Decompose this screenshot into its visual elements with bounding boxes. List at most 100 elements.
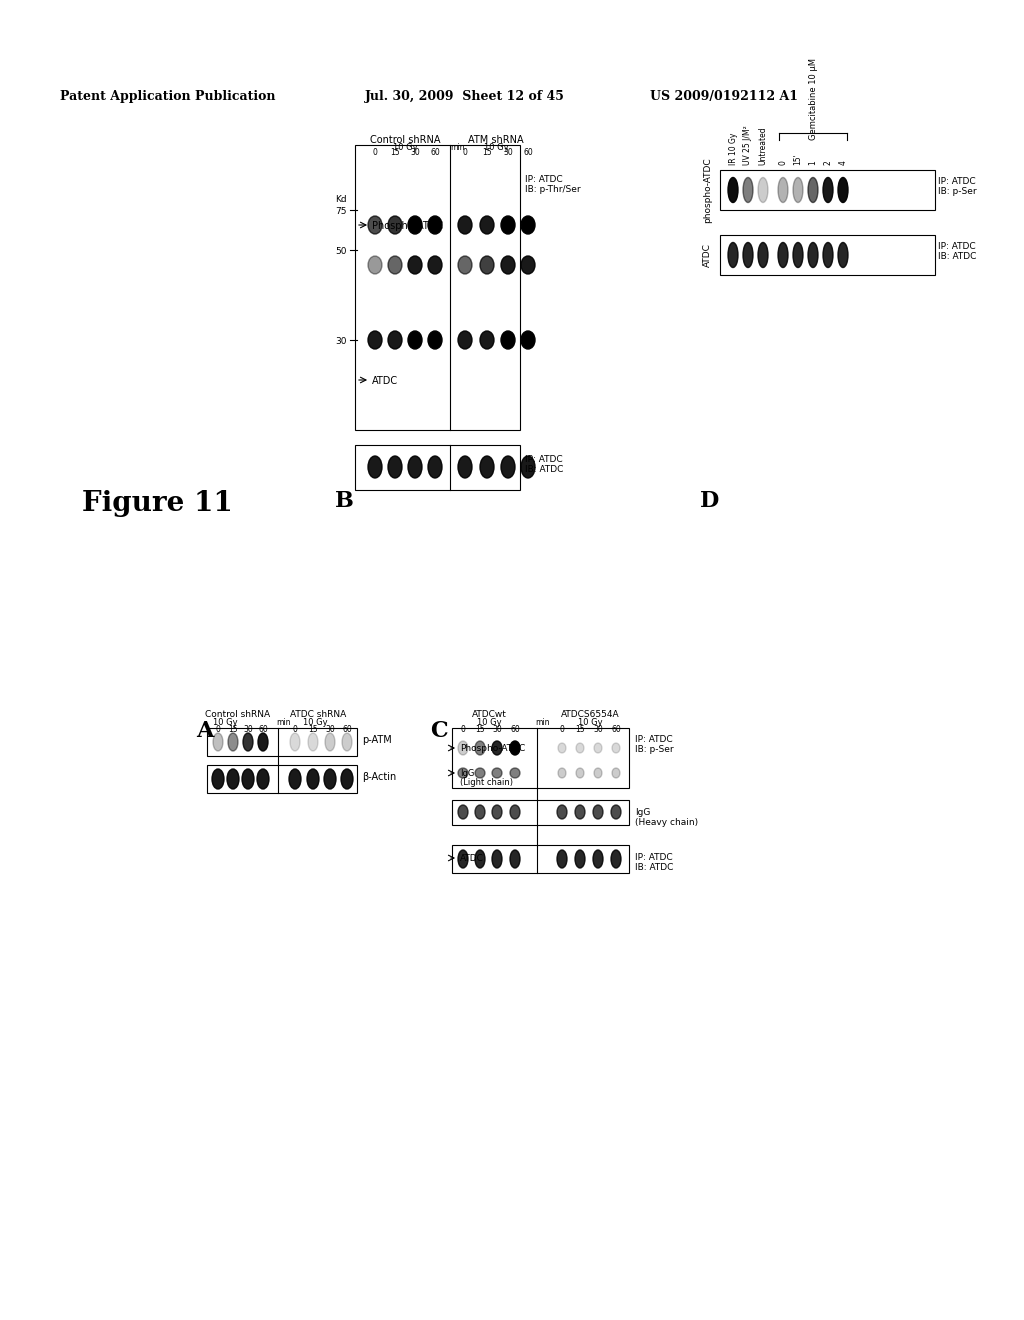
- Text: 0: 0: [216, 725, 220, 734]
- Bar: [452, 729, 629, 788]
- Ellipse shape: [475, 850, 485, 869]
- Ellipse shape: [521, 455, 535, 478]
- Text: 0: 0: [373, 148, 378, 157]
- Ellipse shape: [480, 455, 494, 478]
- Ellipse shape: [458, 331, 472, 348]
- Ellipse shape: [408, 455, 422, 478]
- Ellipse shape: [838, 177, 848, 202]
- Text: C: C: [430, 719, 447, 742]
- Text: Phospho-ATDC: Phospho-ATDC: [372, 220, 443, 231]
- Ellipse shape: [243, 733, 253, 751]
- Ellipse shape: [793, 177, 803, 202]
- Text: IR 10 Gy: IR 10 Gy: [728, 132, 737, 165]
- Bar: [720, 170, 935, 210]
- Ellipse shape: [458, 805, 468, 818]
- Ellipse shape: [428, 216, 442, 234]
- Ellipse shape: [743, 177, 753, 202]
- Text: (Heavy chain): (Heavy chain): [635, 818, 698, 828]
- Ellipse shape: [458, 256, 472, 275]
- Ellipse shape: [290, 733, 300, 751]
- Ellipse shape: [575, 743, 584, 752]
- Text: (Light chain): (Light chain): [460, 777, 513, 787]
- Ellipse shape: [388, 256, 402, 275]
- Ellipse shape: [408, 331, 422, 348]
- Ellipse shape: [458, 455, 472, 478]
- Text: 10 Gy: 10 Gy: [392, 143, 418, 152]
- Ellipse shape: [593, 850, 603, 869]
- Text: ATDCS6554A: ATDCS6554A: [561, 710, 620, 719]
- Text: IP: ATDC: IP: ATDC: [525, 176, 562, 183]
- Ellipse shape: [521, 216, 535, 234]
- Ellipse shape: [510, 805, 520, 818]
- Ellipse shape: [575, 805, 585, 818]
- Bar: [207, 729, 357, 756]
- Ellipse shape: [521, 256, 535, 275]
- Ellipse shape: [593, 805, 603, 818]
- Ellipse shape: [521, 331, 535, 348]
- Ellipse shape: [594, 768, 602, 777]
- Ellipse shape: [575, 768, 584, 777]
- Ellipse shape: [501, 455, 515, 478]
- Text: 60: 60: [258, 725, 268, 734]
- Text: A: A: [196, 719, 213, 742]
- Bar: [207, 766, 357, 793]
- Text: Patent Application Publication: Patent Application Publication: [60, 90, 275, 103]
- Ellipse shape: [308, 733, 318, 751]
- Ellipse shape: [480, 256, 494, 275]
- Ellipse shape: [728, 177, 738, 202]
- Ellipse shape: [289, 770, 301, 789]
- Text: p-ATM: p-ATM: [362, 735, 392, 744]
- Text: min: min: [276, 718, 291, 727]
- Bar: [355, 145, 520, 430]
- Text: D: D: [700, 490, 719, 512]
- Text: 15: 15: [475, 725, 484, 734]
- Ellipse shape: [492, 805, 502, 818]
- Ellipse shape: [408, 256, 422, 275]
- Bar: [355, 445, 520, 490]
- Ellipse shape: [388, 455, 402, 478]
- Ellipse shape: [612, 768, 620, 777]
- Text: Gemcitabine 10 μM: Gemcitabine 10 μM: [809, 58, 817, 140]
- Text: IB: p-Ser: IB: p-Ser: [938, 187, 977, 195]
- Text: IB: ATDC: IB: ATDC: [635, 863, 674, 873]
- Ellipse shape: [808, 177, 818, 202]
- Ellipse shape: [227, 770, 239, 789]
- Ellipse shape: [458, 850, 468, 869]
- Text: 50: 50: [335, 247, 346, 256]
- Text: ATM shRNA: ATM shRNA: [468, 135, 524, 145]
- Ellipse shape: [778, 177, 788, 202]
- Text: 15: 15: [308, 725, 317, 734]
- Text: 10 Gy: 10 Gy: [213, 718, 238, 727]
- Ellipse shape: [368, 455, 382, 478]
- Text: ATDC: ATDC: [703, 243, 712, 267]
- Ellipse shape: [307, 770, 319, 789]
- Text: 30: 30: [593, 725, 603, 734]
- Text: 15: 15: [390, 148, 399, 157]
- Text: min: min: [535, 718, 550, 727]
- Text: 30: 30: [243, 725, 253, 734]
- Ellipse shape: [258, 733, 268, 751]
- Text: 75: 75: [335, 207, 346, 216]
- Text: 0: 0: [293, 725, 297, 734]
- Text: 10 Gy: 10 Gy: [483, 143, 508, 152]
- Text: IgG: IgG: [460, 770, 474, 777]
- Ellipse shape: [808, 243, 818, 268]
- Ellipse shape: [458, 768, 468, 777]
- Ellipse shape: [558, 743, 566, 752]
- Ellipse shape: [492, 741, 502, 755]
- Ellipse shape: [212, 770, 224, 789]
- Text: IP: ATDC: IP: ATDC: [938, 242, 976, 251]
- Ellipse shape: [428, 455, 442, 478]
- Ellipse shape: [458, 741, 468, 755]
- Ellipse shape: [368, 331, 382, 348]
- Ellipse shape: [611, 850, 621, 869]
- Text: IP: ATDC: IP: ATDC: [635, 853, 673, 862]
- Text: Figure 11: Figure 11: [82, 490, 232, 517]
- Text: 0: 0: [463, 148, 467, 157]
- Text: 60: 60: [523, 148, 532, 157]
- Ellipse shape: [501, 256, 515, 275]
- Ellipse shape: [758, 243, 768, 268]
- Text: 30: 30: [411, 148, 420, 157]
- Ellipse shape: [475, 741, 485, 755]
- Ellipse shape: [228, 733, 238, 751]
